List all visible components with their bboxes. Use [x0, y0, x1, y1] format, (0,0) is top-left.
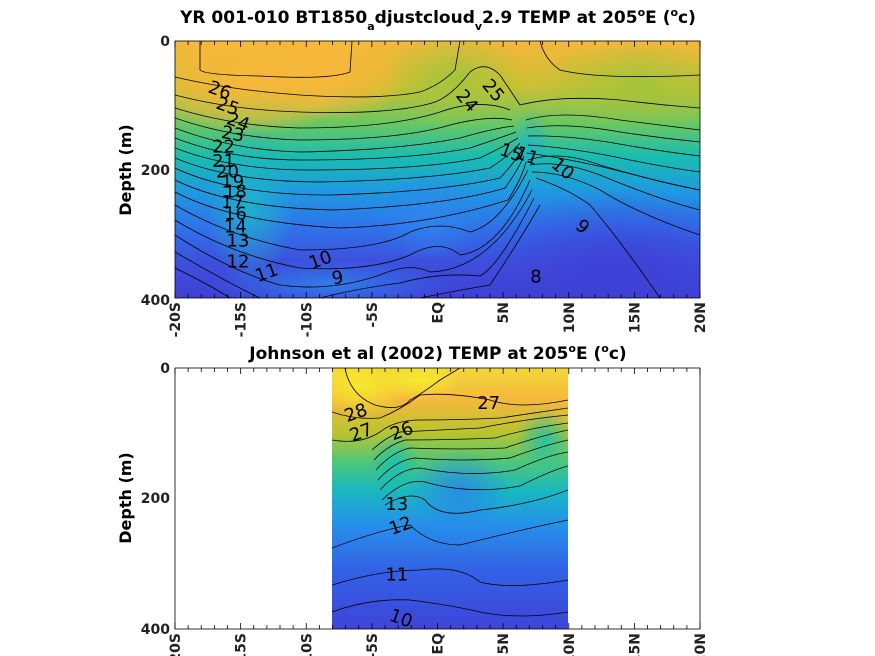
panel2-x-ticks: -20S -15S -10S -5S EQ 5N 10N 15N 20N	[168, 633, 709, 656]
panel2-xtick-5: 5N	[496, 633, 512, 654]
panel2-contour-label-3: 27	[477, 393, 500, 414]
panel2-contour-label-4: 13	[385, 494, 408, 515]
panel1-contour-label-16: 9	[330, 267, 345, 290]
panel2-y-ticks: 0 200 400	[141, 361, 170, 638]
panel1-contour-label-4: 22	[212, 137, 235, 158]
panel2-contours	[332, 368, 568, 617]
panel1-ytick-200: 200	[141, 163, 170, 179]
panel2-xtick-7: 15N	[627, 633, 643, 656]
panel1-xtick-0: -20S	[168, 302, 184, 337]
panel2-xtick-8: 20N	[693, 633, 709, 656]
panel1-xtick-3: -5S	[365, 302, 381, 328]
panel-model: YR 001-010 BT1850adjustcloudv2.9 TEMP at…	[116, 6, 709, 337]
panel2-field	[332, 368, 568, 629]
panel1-contour-label-8: 18	[224, 182, 247, 203]
panel1-contour-label-3: 23	[220, 122, 246, 147]
panel1-contour-label-7: 19	[221, 171, 244, 192]
panel2-xtick-4: EQ	[431, 633, 447, 655]
panel1-contours	[175, 41, 700, 298]
panel2-ylabel: Depth (m)	[116, 452, 135, 544]
panel1-y-ticks: 0 200 400	[141, 34, 170, 309]
panel1-xtick-7: 15N	[627, 302, 643, 333]
panel1-x-ticks: -20S -15S -10S -5S EQ 5N 10N 15N 20N	[168, 302, 709, 337]
panel1-contour-label-10: 16	[224, 203, 247, 224]
panel1-xtick-2: -10S	[299, 302, 315, 337]
panel2-contour-label-6: 11	[385, 564, 408, 585]
panel2-ytick-0: 0	[160, 361, 170, 377]
panel1-xtick-8: 20N	[693, 302, 709, 333]
panel1-x-minor-ticks	[174, 41, 701, 298]
panel2-xtick-0: -20S	[168, 633, 184, 656]
panel1-contour-label-12: 13	[227, 230, 250, 251]
panel1-xtick-5: 5N	[496, 302, 512, 323]
panel-observations: Johnson et al (2002) TEMP at 205oE (oc) …	[116, 342, 709, 656]
panel1-xtick-6: 10N	[562, 302, 578, 333]
panel1-ytick-400: 400	[141, 293, 170, 309]
panel1-title: YR 001-010 BT1850adjustcloudv2.9 TEMP at…	[179, 6, 696, 33]
panel2-ytick-200: 200	[141, 491, 170, 507]
panel2-ytick-400: 400	[141, 622, 170, 638]
panel2-xtick-3: -5S	[365, 633, 381, 656]
panel1-contour-label-17: 8	[530, 266, 541, 287]
panel1-ytick-0: 0	[160, 34, 170, 50]
panel1-contour-label-13: 12	[227, 252, 250, 273]
panel1-contour-label-9: 17	[221, 192, 244, 213]
panel1-xtick-4: EQ	[431, 302, 447, 324]
panel1-contour-label-5: 21	[212, 151, 235, 172]
panel1-contour-label-11: 14	[224, 216, 247, 237]
panel2-xtick-1: -15S	[234, 633, 250, 656]
panel2-title: Johnson et al (2002) TEMP at 205oE (oc)	[248, 342, 626, 364]
panel1-contour-label-6: 20	[216, 162, 239, 183]
panel2-xtick-2: -10S	[299, 633, 315, 656]
panel2-x-minor-ticks	[174, 368, 701, 629]
panel1-xtick-1: -15S	[234, 302, 250, 337]
panel1-ylabel: Depth (m)	[116, 124, 135, 216]
panel2-xtick-6: 10N	[562, 633, 578, 656]
